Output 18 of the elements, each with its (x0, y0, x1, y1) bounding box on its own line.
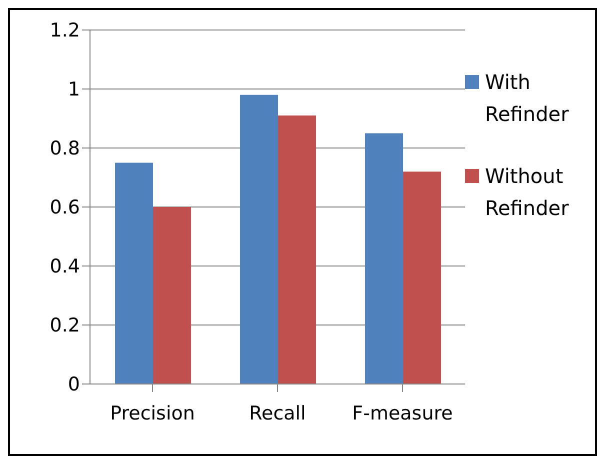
x-tick-label: F-measure (352, 402, 453, 424)
bar (115, 162, 153, 384)
y-tick-label: 0.8 (50, 138, 80, 160)
x-tick-label: Recall (249, 402, 306, 424)
y-tick-label: 0 (68, 374, 80, 396)
y-tick-label: 0.4 (50, 256, 80, 278)
x-tick-label: Precision (110, 402, 195, 424)
bar (365, 133, 403, 384)
y-tick-label: 1 (68, 78, 80, 101)
bar (403, 172, 441, 384)
legend-label: Without Refinder (485, 163, 570, 222)
y-tick-label: 1.2 (50, 20, 80, 42)
legend-label: With Refinder (485, 69, 570, 128)
y-tick-label: 0.2 (50, 314, 80, 337)
bar (278, 116, 316, 384)
bar (153, 207, 191, 384)
bar (240, 94, 278, 384)
y-tick-label: 0.6 (50, 196, 80, 219)
